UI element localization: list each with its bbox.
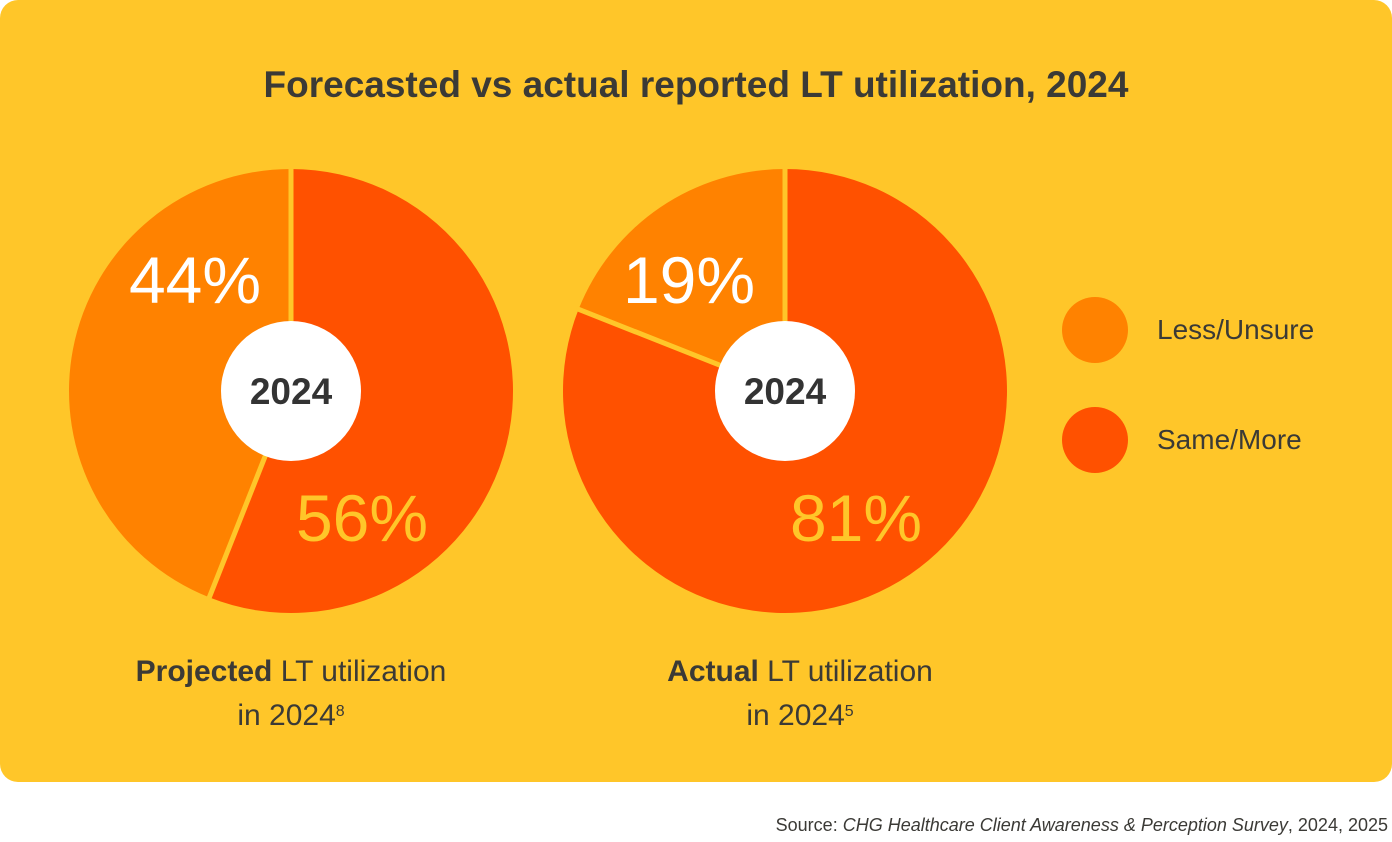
pie-slice-same-more (209, 169, 513, 613)
center-label: 2024 (744, 371, 827, 412)
legend-item-less-unsure: Less/Unsure (1062, 297, 1314, 363)
data-label: 81% (790, 481, 922, 555)
center-circle (715, 321, 855, 461)
caption-actual: Actual LT utilization in 20245 (570, 650, 1030, 738)
source-note: Source: CHG Healthcare Client Awareness … (776, 815, 1388, 836)
pie-charts: 2024 44% 56% 2024 19% 81% (68, 167, 1007, 613)
source-prefix: Source: (775, 815, 843, 835)
center-label: 2024 (250, 371, 333, 412)
legend-label: Same/More (1157, 424, 1302, 455)
caption-rest: LT utilization (272, 655, 447, 688)
data-label: 56% (296, 481, 428, 555)
legend-swatch (1062, 297, 1128, 363)
caption-rest: LT utilization (758, 655, 933, 688)
pie-slice-less-unsure (578, 168, 785, 391)
pie-slice-less-unsure (68, 169, 292, 598)
caption-projected: Projected LT utilization in 20248 (61, 650, 521, 738)
caption-line2: in 2024 (746, 699, 845, 732)
caption-bold: Projected (135, 655, 273, 688)
footnote-ref: 8 (335, 703, 345, 720)
footnote-ref: 5 (844, 703, 854, 720)
source-suffix: , 2024, 2025 (1287, 815, 1388, 835)
legend-item-same-more: Same/More (1062, 407, 1302, 473)
data-label: 19% (623, 243, 755, 317)
center-circle (221, 321, 361, 461)
chart-title: Forecasted vs actual reported LT utiliza… (263, 64, 1129, 105)
caption-bold: Actual (667, 655, 759, 688)
data-label: 44% (129, 243, 261, 317)
source-title: CHG Healthcare Client Awareness & Percep… (842, 815, 1288, 835)
legend-label: Less/Unsure (1157, 314, 1315, 345)
caption-line2: in 2024 (237, 699, 336, 732)
legend-swatch (1062, 407, 1128, 473)
